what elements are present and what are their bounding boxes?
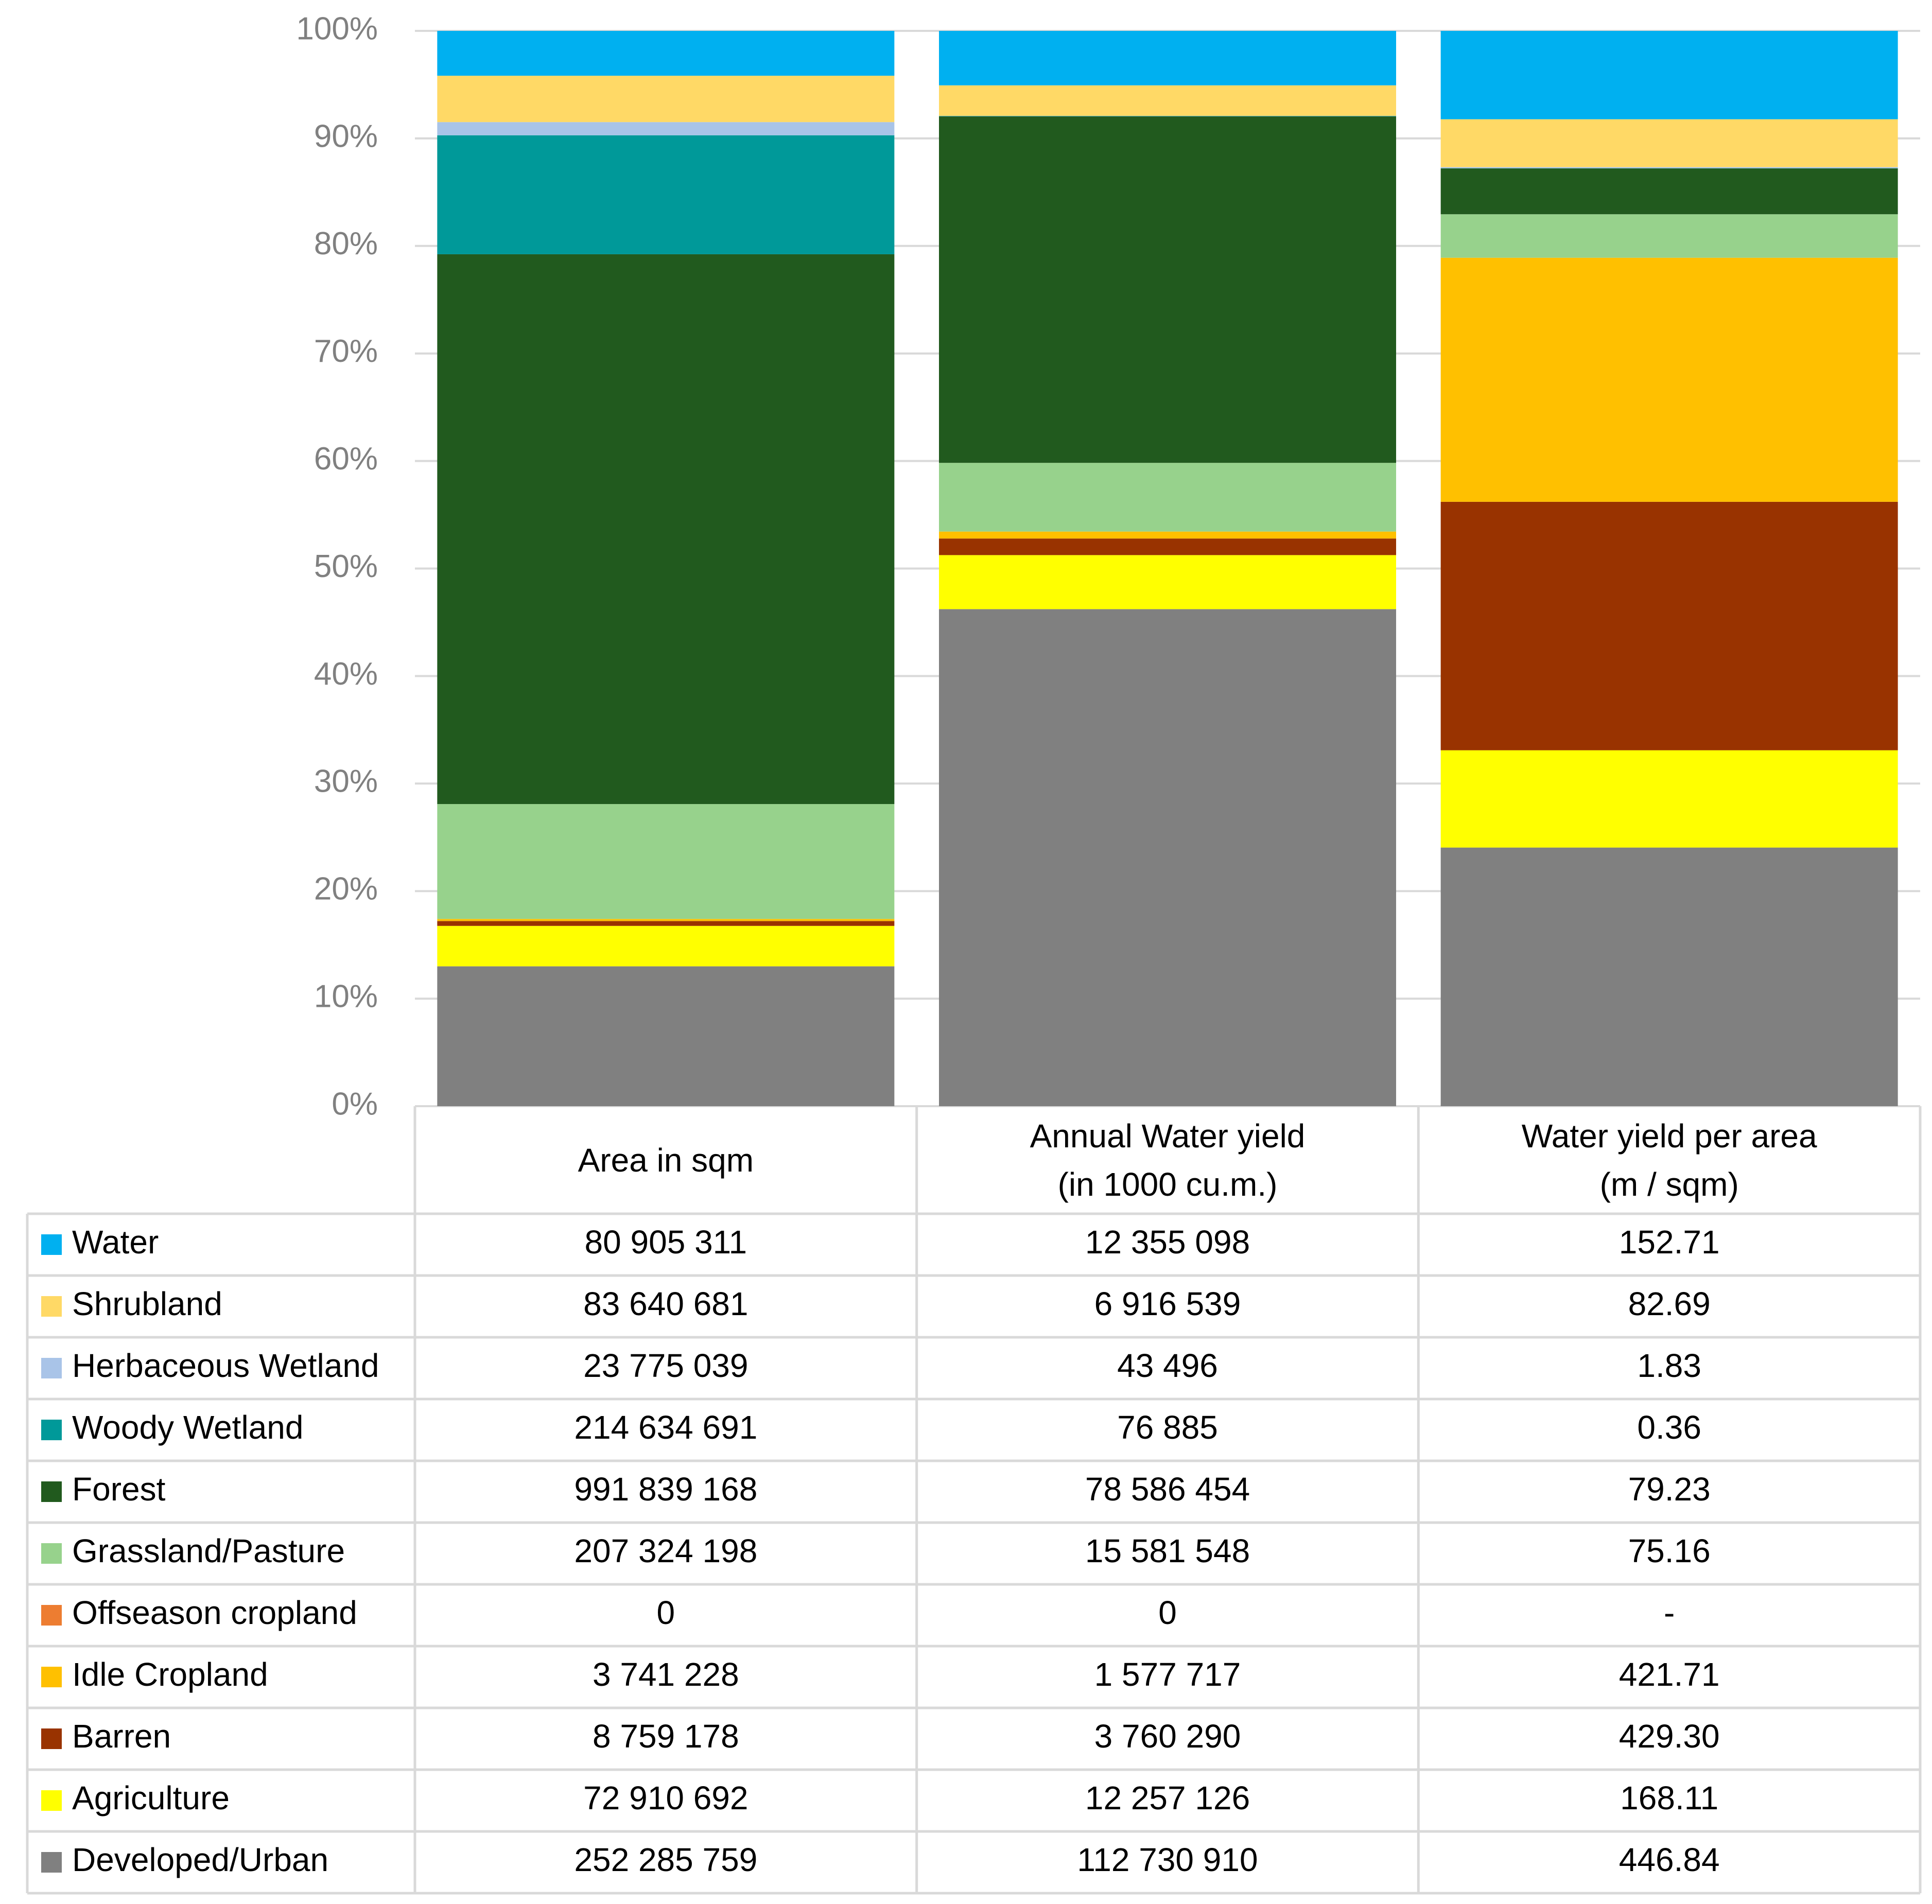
y-tick-label: 70% [314, 334, 378, 369]
bar-segment [437, 925, 895, 967]
legend-swatch [41, 1667, 62, 1687]
bar-segment [1440, 257, 1898, 502]
y-tick-label: 80% [314, 226, 378, 261]
legend-label: Idle Cropland [72, 1656, 268, 1693]
bar-segment [437, 122, 895, 135]
table-value: 3 760 290 [1094, 1718, 1241, 1755]
bar-segment [1440, 167, 1898, 168]
bar-segment [437, 135, 895, 254]
y-tick-label: 100% [296, 11, 378, 46]
bar-segment [437, 919, 895, 921]
table-value: 168.11 [1620, 1779, 1718, 1816]
bar-segment [939, 116, 1396, 463]
table-value: 421.71 [1619, 1656, 1720, 1693]
bar-segment [939, 609, 1396, 1106]
table-value: 991 839 168 [574, 1471, 757, 1508]
bar-segment [437, 254, 895, 805]
y-tick-label: 90% [314, 118, 378, 154]
bar-segment [437, 804, 895, 919]
y-tick-label: 10% [314, 979, 378, 1014]
table-value: 15 581 548 [1085, 1532, 1250, 1569]
bar-segment [939, 555, 1396, 609]
bar-segment [437, 921, 895, 926]
table-value: 43 496 [1117, 1347, 1218, 1384]
bar-segment [1440, 750, 1898, 848]
table-value: 76 885 [1117, 1409, 1218, 1446]
legend-swatch [41, 1543, 62, 1564]
table-value: 12 355 098 [1085, 1224, 1250, 1261]
legend-label: Developed/Urban [72, 1841, 328, 1878]
legend-label: Offseason cropland [72, 1594, 357, 1631]
table-value: 0.36 [1637, 1409, 1701, 1446]
table-value: 446.84 [1619, 1841, 1720, 1878]
table-value: 6 916 539 [1094, 1285, 1241, 1322]
legend-label: Grassland/Pasture [72, 1532, 345, 1569]
legend-swatch [41, 1605, 62, 1626]
y-tick-label: 50% [314, 549, 378, 584]
legend-label: Water [72, 1224, 159, 1261]
y-tick-label: 0% [332, 1086, 378, 1122]
legend-swatch [41, 1790, 62, 1811]
legend-label: Herbaceous Wetland [72, 1347, 379, 1384]
table-value: 3 741 228 [593, 1656, 739, 1693]
table-value: 429.30 [1619, 1718, 1720, 1755]
table-value: 0 [1158, 1594, 1177, 1631]
legend-swatch [41, 1852, 62, 1873]
bar-segment [1440, 168, 1898, 215]
bar-segment [939, 538, 1396, 555]
table-value: 207 324 198 [574, 1532, 757, 1569]
table-value: 78 586 454 [1085, 1471, 1250, 1508]
table-value: 112 730 910 [1077, 1841, 1258, 1878]
legend-label: Woody Wetland [72, 1409, 303, 1446]
table-value: 80 905 311 [585, 1224, 747, 1261]
bar-segment [939, 31, 1396, 85]
table-value: 83 640 681 [583, 1285, 748, 1322]
legend-swatch [41, 1358, 62, 1378]
legend-swatch [41, 1728, 62, 1749]
legend-label: Agriculture [72, 1779, 230, 1816]
table-value: 75.16 [1628, 1532, 1711, 1569]
table-value: 252 285 759 [574, 1841, 757, 1878]
x-category-label: Annual Water yield (in 1000 cu.m.) [1030, 1117, 1306, 1203]
table-value: 214 634 691 [574, 1409, 757, 1446]
bar-segment [437, 966, 895, 1106]
table-value: 1 577 717 [1094, 1656, 1241, 1693]
bar-segment [1440, 847, 1898, 1106]
bar-segment [1440, 119, 1898, 167]
legend-label: Barren [72, 1718, 171, 1755]
table-value: 8 759 178 [593, 1718, 739, 1755]
legend-label: Shrubland [72, 1285, 222, 1322]
x-category-label: Area in sqm [578, 1141, 754, 1179]
legend-swatch [41, 1420, 62, 1440]
bar-segment [939, 85, 1396, 116]
x-category-label: Water yield per area (m / sqm) [1521, 1117, 1817, 1203]
table-value: 12 257 126 [1085, 1779, 1250, 1816]
bar-segment [1440, 31, 1898, 119]
y-tick-label: 60% [314, 441, 378, 477]
table-value: 72 910 692 [583, 1779, 748, 1816]
y-tick-label: 40% [314, 656, 378, 692]
table-value: 1.83 [1637, 1347, 1701, 1384]
table-value: - [1664, 1594, 1675, 1631]
table-value: 82.69 [1628, 1285, 1711, 1322]
bar-segment [1440, 214, 1898, 258]
legend-swatch [41, 1234, 62, 1255]
bar-segment [939, 463, 1396, 532]
legend-swatch [41, 1296, 62, 1317]
y-tick-label: 20% [314, 871, 378, 907]
bar-segment [1440, 501, 1898, 750]
table-value: 79.23 [1628, 1471, 1711, 1508]
table-value: 0 [657, 1594, 675, 1631]
table-value: 152.71 [1619, 1224, 1720, 1261]
bar-segment [437, 76, 895, 123]
legend-swatch [41, 1481, 62, 1502]
bar-segment [437, 31, 895, 76]
legend-label: Forest [72, 1471, 166, 1508]
bar-segment [939, 531, 1396, 539]
table-value: 23 775 039 [583, 1347, 748, 1384]
y-tick-label: 30% [314, 764, 378, 799]
